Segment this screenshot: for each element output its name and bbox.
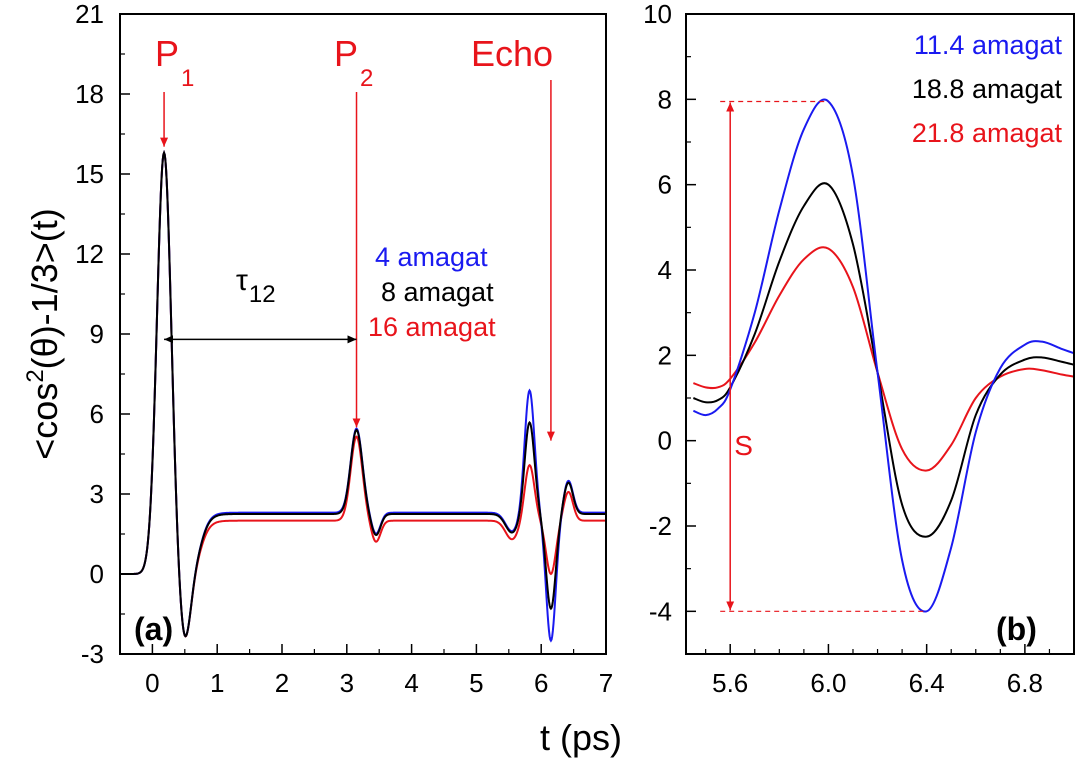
panel-b-label: (b) bbox=[996, 611, 1037, 647]
panel-b-ytick-label: 0 bbox=[658, 426, 672, 456]
legend-a-series-2: 8 amagat bbox=[381, 277, 494, 307]
panel-b-ytick-label: 10 bbox=[643, 0, 672, 29]
panel-a-xtick-label: 0 bbox=[145, 668, 159, 698]
legend-b-series-2: 18.8 amagat bbox=[912, 74, 1063, 104]
panel-b-curves bbox=[692, 98, 1075, 613]
panel-a-ytick-label: 3 bbox=[90, 479, 104, 509]
panel-b-ytick-label: 4 bbox=[658, 255, 672, 285]
panel-a-xtick-label: 5 bbox=[469, 668, 483, 698]
panel-a-label: (a) bbox=[134, 611, 173, 647]
panel-a-ytick-label: 21 bbox=[75, 0, 104, 29]
panel-a-series-1-line bbox=[120, 149, 606, 643]
panel-b-xtick-label: 6.4 bbox=[909, 668, 945, 698]
tau-label: τ12 bbox=[236, 264, 276, 308]
x-axis-label: t (ps) bbox=[540, 717, 622, 758]
panel-a-xtick-label: 7 bbox=[599, 668, 613, 698]
p1-label: P1 bbox=[155, 33, 194, 92]
panel-a-xtick-label: 6 bbox=[534, 668, 548, 698]
legend-b-series-1: 11.4 amagat bbox=[914, 30, 1063, 60]
panel-a-series-3-line bbox=[120, 149, 606, 638]
panel-b-ticks: 5.6 6.0 6.4 6.8 -4 -2 0 2 4 6 8 10 bbox=[643, 0, 1075, 698]
panel-b-ytick-label: -2 bbox=[649, 511, 672, 541]
panel-b-xtick-label: 6.0 bbox=[810, 668, 846, 698]
panel-a-ylabel: <cos2(θ)-1/3>(t) bbox=[22, 208, 65, 459]
panel-a-xtick-label: 3 bbox=[340, 668, 354, 698]
panel-a-frame bbox=[119, 13, 607, 655]
panel-a-xtick-label: 1 bbox=[210, 668, 224, 698]
panel-b-ytick-label: 8 bbox=[658, 84, 672, 114]
panel-b: 5.6 6.0 6.4 6.8 -4 -2 0 2 4 6 8 10 S 11.4 amagat 18… bbox=[643, 0, 1075, 698]
panel-b-frame bbox=[685, 13, 1075, 655]
panel-a-xtick-label: 2 bbox=[275, 668, 289, 698]
panel-a-ytick-label: 15 bbox=[75, 159, 104, 189]
panel-a-ytick-label: 12 bbox=[75, 239, 104, 269]
panel-a-ytick-label: 0 bbox=[90, 559, 104, 589]
panel-b-ytick-label: 2 bbox=[658, 340, 672, 370]
panel-b-legend: 11.4 amagat 18.8 amagat 21.8 amagat bbox=[912, 30, 1063, 148]
panel-b-xtick-label: 6.8 bbox=[1007, 668, 1043, 698]
legend-b-series-3: 21.8 amagat bbox=[912, 118, 1063, 148]
panel-a-curves bbox=[120, 149, 606, 643]
panel-b-ytick-label: -4 bbox=[649, 596, 672, 626]
panel-b-series-1-line bbox=[692, 98, 1075, 613]
echo-label: Echo bbox=[471, 33, 553, 74]
panel-b-xtick-label: 5.6 bbox=[712, 668, 748, 698]
panel-a-xtick-label: 4 bbox=[404, 668, 418, 698]
panel-a-ytick-label: 6 bbox=[90, 399, 104, 429]
panel-a-legend: 4 amagat 8 amagat 16 amagat bbox=[368, 242, 496, 342]
legend-a-series-3: 16 amagat bbox=[368, 312, 496, 342]
p2-label: P2 bbox=[334, 33, 373, 92]
s-label: S bbox=[734, 430, 753, 461]
legend-a-series-1: 4 amagat bbox=[375, 242, 488, 272]
panel-b-series-2-line bbox=[693, 182, 1075, 538]
panel-a-ytick-label: 9 bbox=[90, 319, 104, 349]
panel-b-ytick-label: 6 bbox=[658, 170, 672, 200]
panel-a-ytick-label: -3 bbox=[81, 639, 104, 669]
panel-a-series-2-line bbox=[120, 149, 606, 638]
panel-a-ytick-label: 18 bbox=[75, 79, 104, 109]
